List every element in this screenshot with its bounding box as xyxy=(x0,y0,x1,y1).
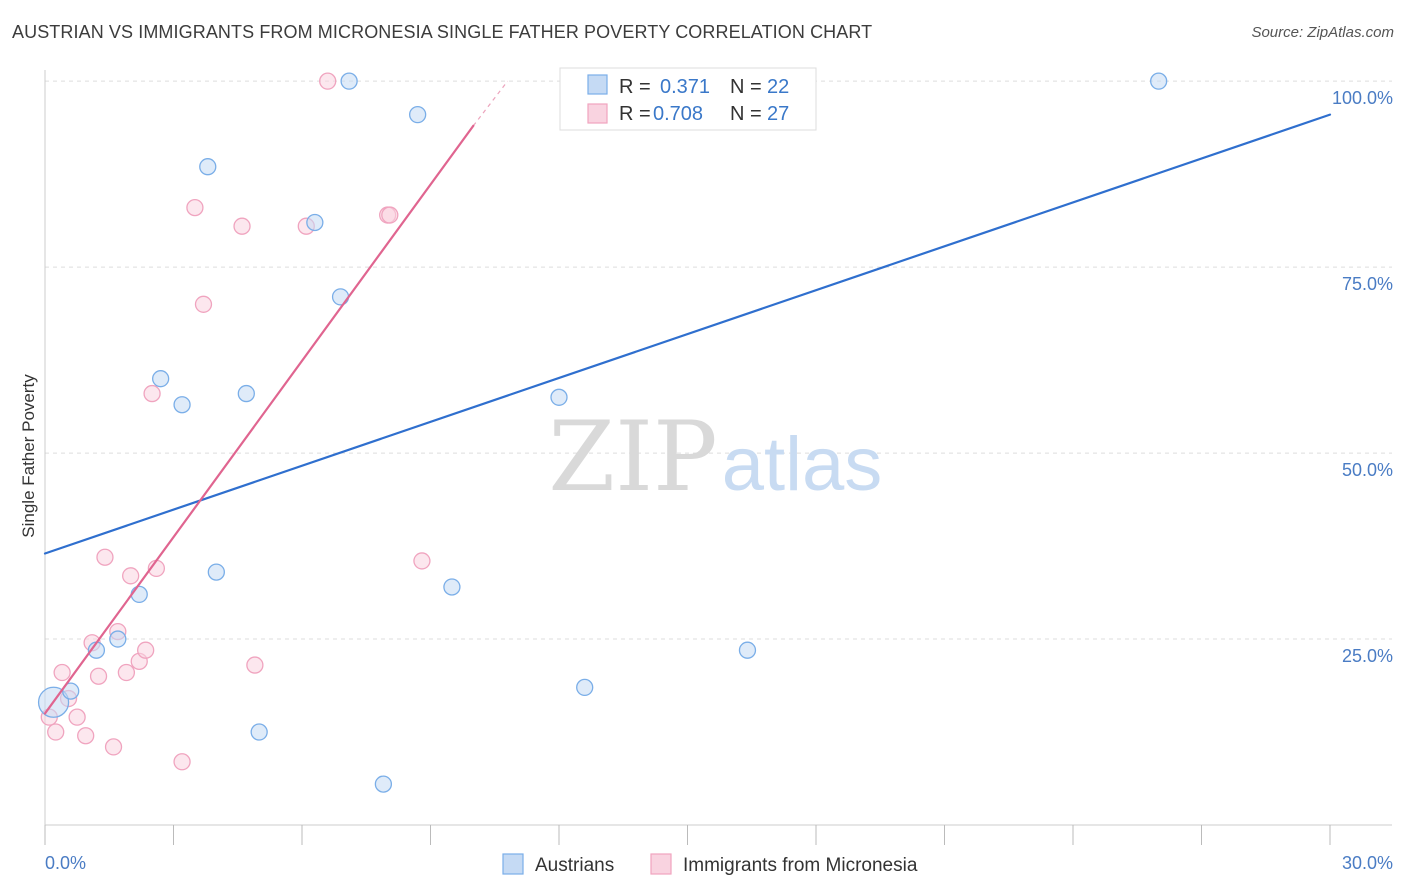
point-austrians-19 xyxy=(738,641,757,659)
point-micronesia-21 xyxy=(246,656,264,674)
point-austrians-17 xyxy=(550,388,568,406)
y-tick-label-75: 75.0% xyxy=(1342,274,1393,294)
point-micronesia-9 xyxy=(104,738,123,756)
point-austrians-12 xyxy=(331,288,350,306)
point-micronesia-14 xyxy=(137,641,155,659)
legend-key-micronesia xyxy=(650,853,672,875)
gridlines xyxy=(45,80,1392,640)
point-micronesia-26 xyxy=(413,552,431,570)
axes xyxy=(44,70,1392,845)
point-austrians-13 xyxy=(340,72,358,90)
y-axis-label: Single Father Poverty xyxy=(19,374,38,538)
watermark-atlas: atlas xyxy=(722,422,883,507)
trend-line-micronesia xyxy=(43,124,475,715)
point-micronesia-5 xyxy=(77,727,95,745)
legend-r-value-1: 0.371 xyxy=(660,76,710,98)
series-legend: Austrians Immigrants from Micronesia xyxy=(502,853,918,876)
watermark-zip: ZIP xyxy=(548,401,717,513)
point-micronesia-4 xyxy=(68,708,86,726)
watermark: ZIP atlas xyxy=(548,401,882,513)
trend-line-austrians xyxy=(43,113,1332,555)
point-austrians-20 xyxy=(1150,72,1168,90)
point-austrians-5 xyxy=(151,370,170,388)
point-micronesia-1 xyxy=(47,723,65,741)
point-austrians-18 xyxy=(576,678,594,697)
source-credit: Source: ZipAtlas.com xyxy=(1251,24,1394,41)
legend-n-value-2: 27 xyxy=(767,103,789,125)
legend-r-value-2: 0.708 xyxy=(653,103,703,125)
legend-r-label-2: R = xyxy=(619,103,651,125)
point-micronesia-23 xyxy=(319,72,337,90)
legend-swatch-austrians xyxy=(587,74,608,95)
point-austrians-11 xyxy=(306,213,324,232)
point-micronesia-19 xyxy=(194,295,213,313)
point-micronesia-7 xyxy=(89,667,108,685)
y-tick-label-25: 25.0% xyxy=(1342,646,1393,666)
x-tick-label-min: 0.0% xyxy=(45,853,86,873)
point-micronesia-25 xyxy=(381,206,399,224)
point-micronesia-8 xyxy=(96,548,114,566)
point-austrians-14 xyxy=(374,775,393,793)
point-austrians-9 xyxy=(237,384,255,403)
point-micronesia-12 xyxy=(122,567,140,585)
point-austrians-3 xyxy=(109,630,127,648)
trend-line-extension-micronesia xyxy=(472,80,509,127)
legend-swatch-micronesia xyxy=(587,103,608,124)
x-tick-labels: 0.0% 30.0% xyxy=(45,853,1393,873)
x-tick-label-max: 30.0% xyxy=(1342,853,1393,873)
chart-title: AUSTRIAN VS IMMIGRANTS FROM MICRONESIA S… xyxy=(12,22,873,42)
y-tick-label-100: 100.0% xyxy=(1332,88,1393,108)
point-austrians-8 xyxy=(207,563,225,581)
point-austrians-4 xyxy=(130,585,148,604)
point-micronesia-2 xyxy=(53,663,71,682)
point-austrians-7 xyxy=(199,158,217,176)
point-austrians-1 xyxy=(62,682,80,700)
point-austrians-15 xyxy=(408,105,427,124)
legend-r-label-1: R = xyxy=(619,76,651,98)
series-micronesia-points xyxy=(40,72,431,771)
legend-label-micronesia: Immigrants from Micronesia xyxy=(683,855,918,876)
point-austrians-16 xyxy=(443,578,461,596)
point-micronesia-17 xyxy=(173,753,191,771)
stats-legend: R = 0.371 N = 22 R = 0.708 N = 27 xyxy=(559,67,817,131)
point-micronesia-18 xyxy=(186,198,204,217)
legend-label-austrians: Austrians xyxy=(535,855,614,876)
point-micronesia-11 xyxy=(117,663,136,682)
y-tick-labels: 25.0% 50.0% 75.0% 100.0% xyxy=(1332,88,1393,666)
point-micronesia-15 xyxy=(143,384,161,403)
point-micronesia-20 xyxy=(233,217,251,235)
point-austrians-10 xyxy=(250,723,268,741)
legend-key-austrians xyxy=(502,853,524,875)
legend-n-value-1: 22 xyxy=(767,76,789,98)
legend-n-label-2: N = xyxy=(730,103,762,125)
y-tick-label-50: 50.0% xyxy=(1342,460,1393,480)
trend-lines xyxy=(43,80,1332,715)
legend-n-label-1: N = xyxy=(730,76,762,98)
point-austrians-6 xyxy=(173,396,191,414)
